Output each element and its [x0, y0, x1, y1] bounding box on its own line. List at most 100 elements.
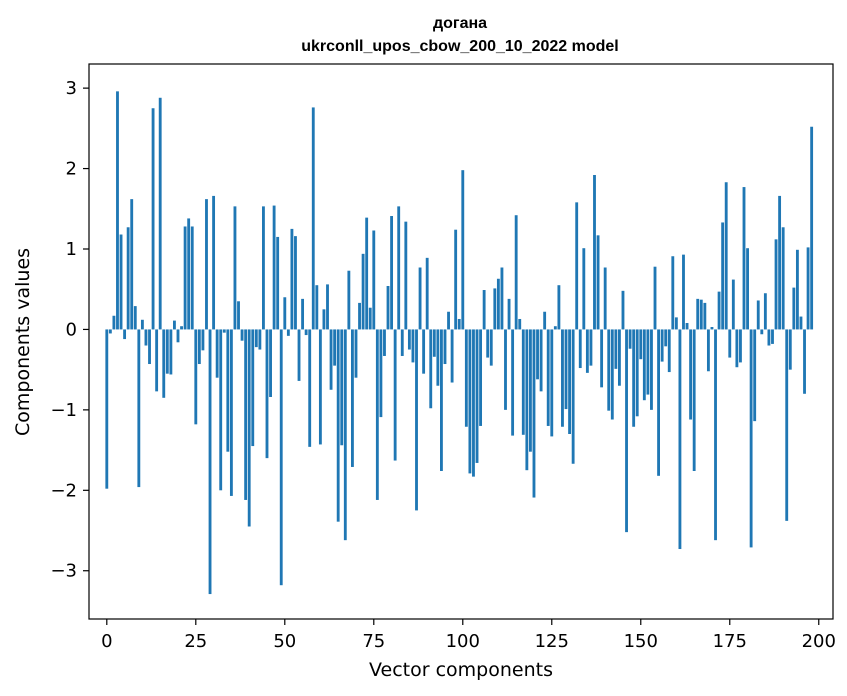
- bar: [550, 329, 554, 437]
- bar: [162, 329, 166, 398]
- bar: [283, 297, 287, 330]
- bar: [322, 309, 326, 330]
- bar: [596, 235, 600, 330]
- y-axis-ticks: −3 −2 −1 0 1 2 3: [50, 78, 89, 582]
- bar: [767, 329, 771, 346]
- bar: [450, 329, 454, 383]
- bar: [696, 298, 700, 330]
- bar: [553, 326, 557, 330]
- bar: [625, 329, 628, 533]
- bar: [308, 329, 312, 447]
- bar: [514, 215, 518, 330]
- bar: [739, 329, 742, 363]
- bar: [205, 199, 208, 330]
- bar: [404, 221, 408, 330]
- bar: [795, 249, 799, 330]
- bar: [318, 329, 322, 445]
- bar: [642, 329, 646, 401]
- bar: [258, 329, 262, 350]
- bar: [158, 97, 162, 330]
- x-tick-label: 25: [184, 631, 207, 652]
- bar: [155, 329, 159, 392]
- bar: [525, 329, 529, 471]
- bar: [229, 329, 233, 496]
- bar: [251, 329, 255, 447]
- bar: [375, 329, 379, 500]
- bar: [657, 329, 660, 476]
- bar: [582, 248, 586, 330]
- bar: [144, 329, 148, 346]
- bar: [329, 329, 333, 390]
- bar: [105, 329, 109, 489]
- bar: [646, 329, 650, 395]
- bar: [112, 315, 116, 330]
- bar: [486, 329, 490, 358]
- bar: [233, 206, 237, 330]
- bar: [746, 248, 749, 330]
- bar: [603, 267, 607, 330]
- bar: [304, 329, 308, 336]
- bar: [518, 318, 522, 330]
- bar: [564, 329, 568, 410]
- bar: [457, 318, 461, 330]
- bar: [575, 202, 579, 330]
- bar: [190, 226, 194, 330]
- bar: [279, 329, 283, 586]
- bar: [219, 329, 223, 491]
- bar: [717, 291, 721, 330]
- bar: [201, 329, 205, 351]
- bar: [187, 218, 191, 330]
- bar: [653, 266, 657, 330]
- y-tick-label: 1: [66, 239, 77, 260]
- bar: [301, 298, 305, 330]
- bar: [311, 107, 315, 330]
- bar: [781, 227, 785, 330]
- bar: [148, 329, 151, 365]
- bar: [635, 329, 639, 417]
- bar: [197, 329, 201, 365]
- bar: [176, 329, 180, 343]
- bar: [628, 329, 632, 349]
- x-tick-label: 0: [101, 631, 112, 652]
- bar: [333, 329, 337, 366]
- bars-group: [105, 91, 814, 595]
- bar: [443, 329, 447, 365]
- bar: [240, 329, 244, 341]
- bar: [692, 329, 696, 471]
- bar: [411, 329, 415, 363]
- x-tick-label: 50: [273, 631, 296, 652]
- bar: [297, 329, 301, 381]
- bar: [169, 329, 173, 375]
- bar: [472, 329, 475, 477]
- bar: [710, 327, 714, 330]
- bar: [440, 329, 443, 471]
- bar: [600, 329, 604, 388]
- y-axis-label: Components values: [12, 248, 34, 436]
- bar: [372, 230, 376, 330]
- bar: [290, 228, 294, 330]
- bar: [294, 236, 297, 330]
- bar: [425, 257, 429, 330]
- bar: [536, 329, 539, 380]
- bar: [215, 329, 219, 378]
- bar: [208, 329, 212, 595]
- bar: [799, 316, 803, 330]
- y-tick-label: 2: [66, 159, 77, 180]
- bar: [756, 300, 760, 330]
- bar: [685, 323, 689, 330]
- bar: [464, 329, 468, 427]
- chart-subtitle: ukrconll_upos_cbow_200_10_2022 model: [301, 38, 618, 55]
- bar: [400, 329, 404, 356]
- bar: [222, 329, 226, 333]
- bar: [212, 195, 216, 330]
- bar: [735, 329, 739, 368]
- bar: [354, 329, 358, 378]
- y-tick-label: 0: [66, 319, 77, 340]
- bar: [803, 329, 806, 394]
- x-tick-label: 200: [802, 631, 836, 652]
- bar: [607, 329, 611, 411]
- bar: [731, 279, 735, 330]
- bar: [447, 311, 450, 330]
- bar: [546, 329, 550, 426]
